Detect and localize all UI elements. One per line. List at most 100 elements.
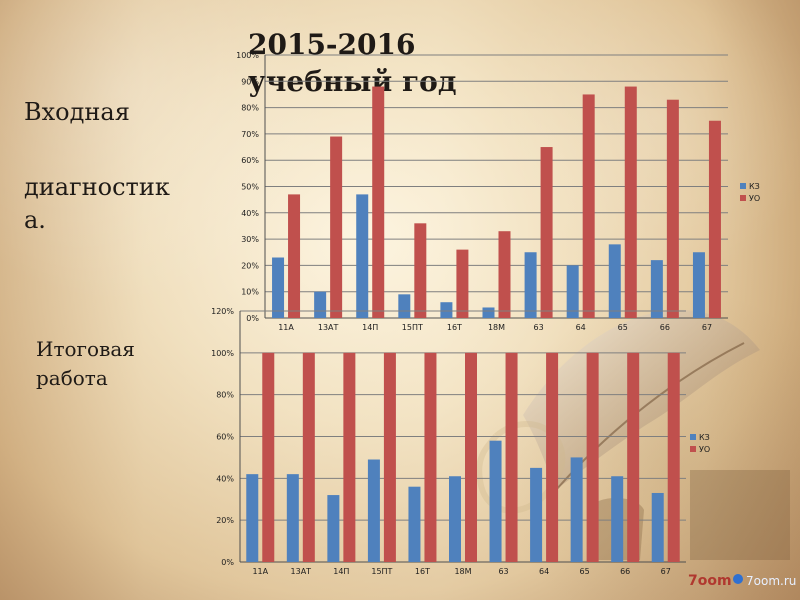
bottom-chart-bar-67-уо [667,352,680,562]
bottom-chart-bar-65-кз [570,457,583,562]
bottom-chart-legend-swatch-кз [690,434,696,440]
top-chart-bar-67-уо [708,120,721,318]
bottom-chart-x-tick-label-10: 67 [661,567,671,576]
bottom-chart-bar-16Т-кз [408,486,421,562]
top-chart-y-tick-label-0: 0% [246,314,259,323]
top-chart-bar-66-уо [666,99,679,319]
top-chart-x-tick-label-0: 11А [278,323,294,332]
bottom-chart-bar-67-кз [651,492,664,562]
top-chart: 0% 10% 20% 30% 40% 50% 60% 70% 80% 90% 100% 11А 13АТ… [236,51,760,332]
top-chart-x-tick-label-8: 65 [618,323,628,332]
top-chart-x-tick-label-2: 14П [362,323,378,332]
top-chart-y-tick-label-9: 90% [241,77,259,86]
section-label-final-work: Итоговая работа [36,337,135,390]
top-chart-bar-14П-уо [372,86,385,318]
section-label-input-diagnostic: Входная диагностик а. [24,96,174,237]
bottom-chart-bar-13АТ-уо [302,352,315,562]
bottom-chart-bar-14П-уо [343,352,356,562]
bottom-chart-x-tick-label-2: 14П [333,567,349,576]
top-chart-labels: 0% 10% 20% 30% 40% 50% 60% 70% 80% 90% 100% 11А 13АТ… [236,51,712,332]
top-chart-x-tick-label-6: 63 [533,323,543,332]
top-chart-y-tick-label-1: 10% [241,288,259,297]
top-chart-bar-13АТ-кз [314,291,327,318]
top-chart-bar-64-кз [566,265,579,318]
bottom-chart-legend: КЗ УО [690,433,710,454]
top-chart-bar-18М-кз [482,307,495,318]
top-chart-x-tick-label-7: 64 [576,323,586,332]
bottom-chart-x-tick-label-5: 18М [454,567,471,576]
bottom-chart: 0% 20% 40% 60% 80% 100% 120% 11А 13АТ 14П 15ПТ 16Т 1… [211,307,710,576]
top-chart-bar-16Т-уо [456,249,469,318]
bottom-chart-x-tick-label-9: 66 [620,567,630,576]
bottom-chart-y-tick-label-2: 40% [216,474,234,483]
bottom-chart-legend-swatch-уо [690,446,696,452]
bottom-chart-bars [246,352,680,562]
bottom-chart-x-tick-label-6: 63 [498,567,508,576]
top-chart-bars [272,86,721,319]
top-chart-bar-64-уо [582,94,595,318]
top-chart-y-tick-label-10: 100% [236,51,259,60]
top-chart-x-tick-label-3: 15ПТ [402,323,423,332]
bottom-chart-bar-64-кз [530,467,543,562]
logo-text-left: 7oom [688,573,732,589]
bottom-chart-bar-14П-кз [327,495,340,562]
top-chart-bar-15ПТ-уо [414,223,427,318]
bottom-chart-y-tick-label-1: 20% [216,516,234,525]
top-chart-bar-65-кз [608,244,621,318]
top-chart-y-tick-label-3: 30% [241,235,259,244]
bottom-chart-bar-63-уо [505,352,518,562]
bottom-chart-y-tick-label-6: 120% [211,307,234,316]
top-chart-y-tick-label-5: 50% [241,183,259,192]
top-chart-x-tick-label-5: 18М [488,323,505,332]
top-chart-legend-label-кз: КЗ [749,182,760,191]
bottom-chart-bar-13АТ-кз [286,474,299,562]
top-chart-bar-13АТ-уо [330,136,343,318]
bottom-chart-legend-label-кз: КЗ [699,433,710,442]
top-chart-bar-66-кз [650,260,663,318]
bottom-chart-x-tick-label-1: 13АТ [291,567,312,576]
top-chart-legend-swatch-уо [740,195,746,201]
bottom-chart-bar-11А-кз [246,474,259,562]
top-chart-y-tick-label-2: 20% [241,261,259,270]
bottom-chart-x-tick-label-3: 15ПТ [371,567,392,576]
top-chart-x-tick-label-10: 67 [702,323,712,332]
top-chart-grid [264,54,728,319]
section-label-line-3: а. [24,206,46,234]
bottom-chart-bar-65-уо [586,352,599,562]
site-logo: 7oom 7oom.ru [688,573,796,589]
logo-text-right: 7oom.ru [746,574,796,588]
bottom-chart-bar-64-уо [546,352,559,562]
bottom-chart-bar-15ПТ-кз [367,459,380,562]
top-chart-bar-65-уо [624,86,637,318]
top-chart-x-tick-label-9: 66 [660,323,670,332]
bottom-chart-bar-18М-кз [449,476,461,562]
logo-globe-icon [733,574,743,584]
bottom-chart-y-tick-label-5: 100% [211,349,234,358]
bottom-chart-x-tick-label-8: 65 [580,567,590,576]
top-chart-legend-swatch-кз [740,183,746,189]
bottom-chart-x-tick-label-0: 11А [252,567,268,576]
top-chart-bar-63-кз [524,252,537,318]
top-chart-y-tick-label-8: 80% [241,104,259,113]
top-chart-bar-11А-уо [288,194,301,318]
bottom-chart-y-tick-label-3: 60% [216,433,234,442]
bottom-chart-bar-63-кз [489,440,502,562]
top-chart-x-tick-label-1: 13АТ [318,323,339,332]
bottom-chart-y-tick-label-4: 80% [216,391,234,400]
bottom-chart-labels: 0% 20% 40% 60% 80% 100% 120% 11А 13АТ 14П 15ПТ 16Т 1… [211,307,671,576]
top-chart-y-tick-label-4: 40% [241,209,259,218]
section-label-line-2: диагностик [24,173,170,201]
top-chart-bar-11А-кз [272,257,285,318]
top-chart-bar-14П-кз [356,194,369,318]
top-chart-y-tick-label-7: 70% [241,130,259,139]
top-chart-bar-16Т-кз [440,302,453,318]
bottom-chart-bar-18М-уо [465,352,477,562]
bottom-chart-x-tick-label-4: 16Т [415,567,430,576]
bottom-chart-x-tick-label-7: 64 [539,567,549,576]
top-chart-x-tick-label-4: 16Т [447,323,462,332]
section-label-line-1: Входная [24,98,130,126]
top-chart-bar-67-кз [692,252,705,318]
bottom-chart-bar-66-кз [611,476,624,562]
bottom-chart-y-tick-label-0: 0% [221,558,234,567]
